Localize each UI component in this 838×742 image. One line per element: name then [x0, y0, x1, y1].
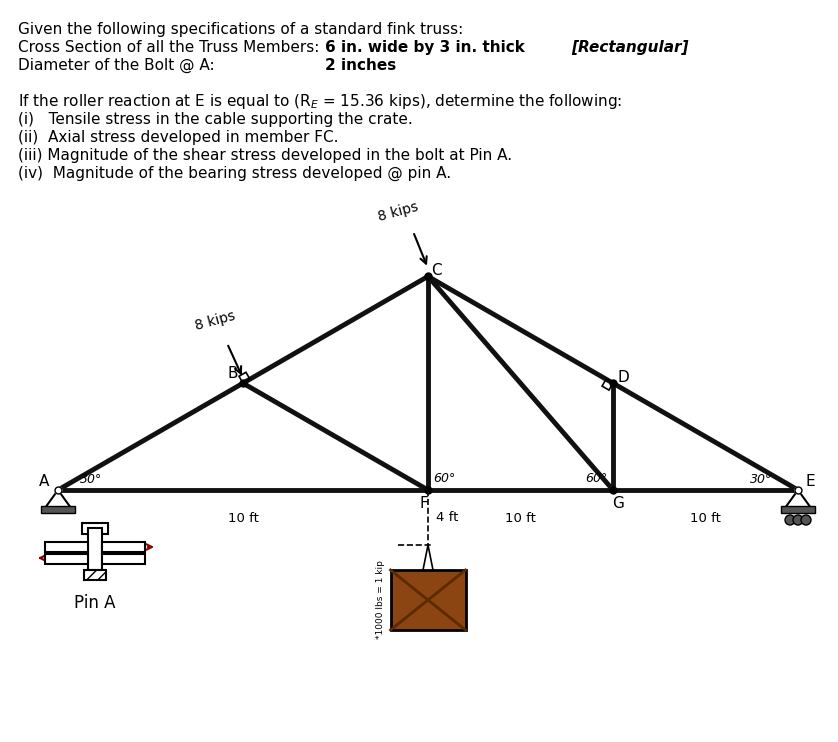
Bar: [88, 528, 102, 570]
Circle shape: [793, 515, 803, 525]
Text: 8 kips: 8 kips: [376, 200, 420, 224]
Polygon shape: [785, 490, 811, 508]
Bar: [82, 523, 108, 534]
Polygon shape: [45, 490, 71, 508]
Text: E: E: [805, 474, 815, 490]
Text: (iv)  Magnitude of the bearing stress developed @ pin A.: (iv) Magnitude of the bearing stress dev…: [18, 166, 451, 181]
Bar: [391, 570, 465, 630]
Text: 60°: 60°: [433, 472, 455, 485]
Text: (iii) Magnitude of the shear stress developed in the bolt at Pin A.: (iii) Magnitude of the shear stress deve…: [18, 148, 512, 163]
Bar: [102, 542, 145, 552]
Text: (ii)  Axial stress developed in member FC.: (ii) Axial stress developed in member FC…: [18, 130, 339, 145]
Text: 30°: 30°: [750, 473, 773, 486]
Bar: [781, 506, 815, 513]
Circle shape: [785, 515, 795, 525]
Text: C: C: [431, 263, 442, 278]
Text: 10 ft: 10 ft: [505, 512, 536, 525]
Text: If the roller reaction at E is equal to (R$_E$ = 15.36 kips), determine the foll: If the roller reaction at E is equal to …: [18, 92, 623, 111]
Bar: [41, 506, 75, 513]
Text: 60°: 60°: [585, 472, 608, 485]
Text: 10 ft: 10 ft: [228, 512, 258, 525]
Text: G: G: [612, 496, 624, 511]
Text: Given the following specifications of a standard fink truss:: Given the following specifications of a …: [18, 22, 463, 37]
Text: D: D: [617, 370, 628, 384]
Bar: [84, 570, 106, 580]
Text: 30°: 30°: [80, 473, 102, 486]
Text: 10 ft: 10 ft: [690, 512, 721, 525]
Text: Pin A: Pin A: [75, 594, 116, 612]
Text: 4 ft: 4 ft: [436, 511, 458, 524]
Text: [Rectangular]: [Rectangular]: [571, 40, 689, 55]
Text: (i)   Tensile stress in the cable supporting the crate.: (i) Tensile stress in the cable supporti…: [18, 112, 413, 127]
Text: 6 in. wide by 3 in. thick: 6 in. wide by 3 in. thick: [325, 40, 530, 55]
Text: F: F: [420, 496, 428, 511]
Bar: [102, 554, 145, 564]
Text: Diameter of the Bolt @ A:: Diameter of the Bolt @ A:: [18, 58, 215, 73]
Circle shape: [801, 515, 811, 525]
Text: B: B: [228, 366, 238, 381]
Bar: [45, 542, 88, 552]
Text: Cross Section of all the Truss Members:: Cross Section of all the Truss Members:: [18, 40, 319, 55]
Text: A: A: [39, 474, 49, 490]
Text: *1000 lbs = 1 kip: *1000 lbs = 1 kip: [376, 560, 385, 640]
Text: 2 inches: 2 inches: [325, 58, 396, 73]
Text: 8 kips: 8 kips: [194, 309, 236, 333]
Bar: [45, 554, 88, 564]
